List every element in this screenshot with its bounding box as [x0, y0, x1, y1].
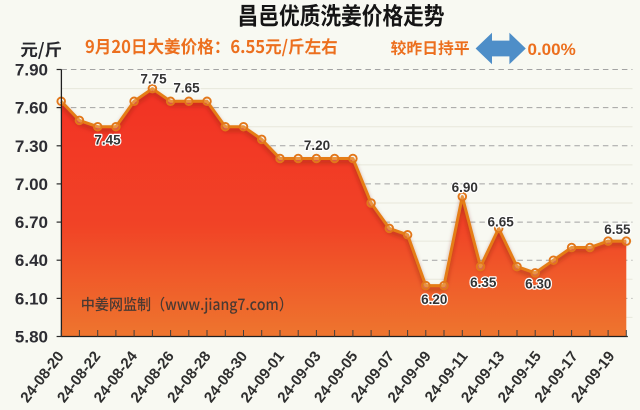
svg-text:7.65: 7.65	[173, 81, 200, 96]
svg-text:0.00%: 0.00%	[528, 40, 576, 59]
svg-text:6.35: 6.35	[470, 275, 497, 290]
svg-text:6.65: 6.65	[487, 215, 514, 230]
svg-text:7.20: 7.20	[304, 138, 330, 153]
svg-text:7.45: 7.45	[94, 133, 121, 148]
svg-text:6.20: 6.20	[421, 292, 447, 307]
svg-text:6.55: 6.55	[604, 222, 631, 237]
svg-text:6.30: 6.30	[525, 277, 551, 292]
svg-text:6.70: 6.70	[15, 213, 48, 232]
svg-text:6.10: 6.10	[15, 289, 48, 308]
svg-text:7.00: 7.00	[15, 175, 48, 194]
svg-text:5.80: 5.80	[15, 328, 48, 347]
svg-text:6.40: 6.40	[15, 251, 48, 270]
svg-text:7.90: 7.90	[15, 61, 48, 80]
svg-text:7.30: 7.30	[15, 137, 48, 156]
svg-text:7.75: 7.75	[140, 72, 167, 87]
svg-text:7.60: 7.60	[15, 99, 48, 118]
svg-text:6.90: 6.90	[452, 180, 478, 195]
